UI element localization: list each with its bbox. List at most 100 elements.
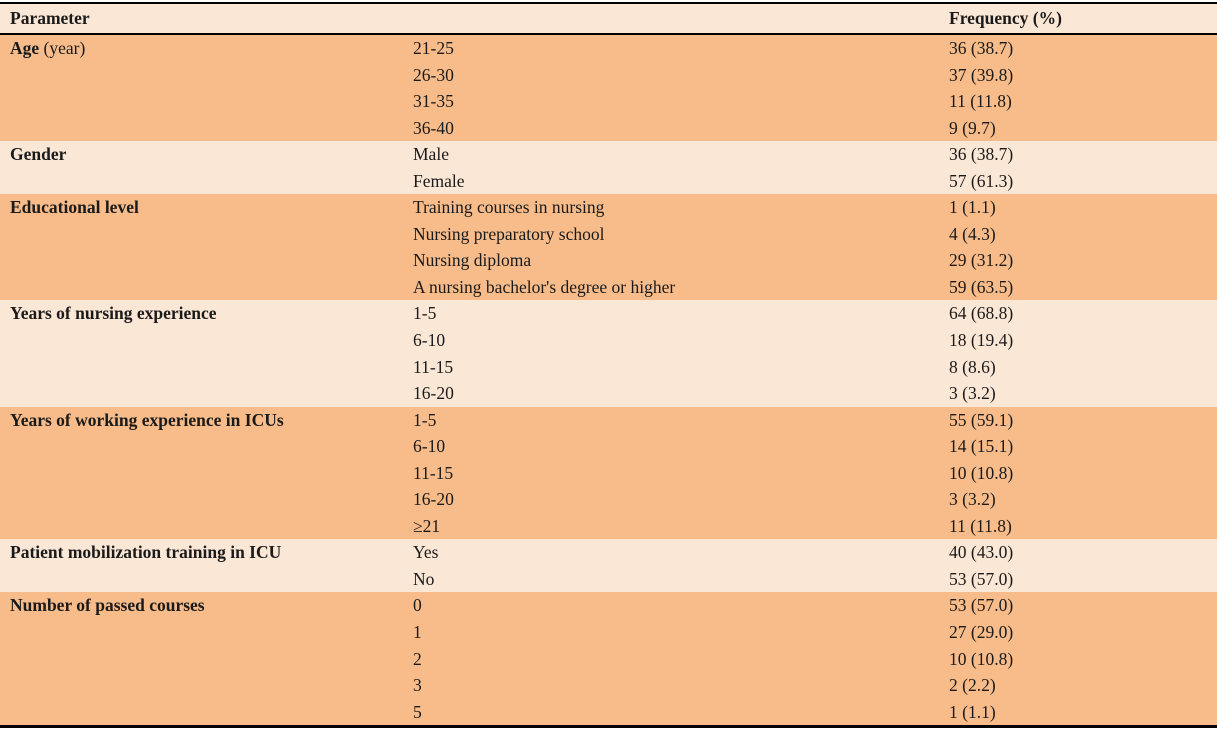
parameter-cell [0,380,403,407]
category-cell: 0 [413,595,422,616]
category-cell: No [413,568,435,589]
table-row: ≥21 11 (11.8) [0,512,1217,540]
parameter-cell [0,115,403,142]
frequency-cell: 27 (29.0) [949,622,1014,643]
frequency-cell: 2 (2.2) [949,675,996,696]
parameter-label: Patient mobilization training in ICU [10,542,282,563]
frequency-cell: 8 (8.6) [949,356,996,377]
table-row: No 53 (57.0) [0,565,1217,593]
table-row: 3 2 (2.2) [0,672,1217,699]
category-cell: Nursing diploma [413,250,532,271]
frequency-cell: 3 (3.2) [949,489,996,510]
frequency-cell: 18 (19.4) [949,330,1014,351]
frequency-cell: 10 (10.8) [949,462,1014,483]
parameter-cell [0,699,403,727]
parameter-cell: Educational level [0,194,403,221]
frequency-cell: 36 (38.7) [949,144,1014,165]
frequency-cell: 55 (59.1) [949,409,1014,430]
table-row: Age (year) 21-25 36 (38.7) [0,34,1217,62]
category-cell: 21-25 [413,38,454,58]
category-cell: Training courses in nursing [413,197,605,218]
header-category [403,3,939,35]
table-row: 2 10 (10.8) [0,645,1217,673]
category-cell: 1-5 [413,303,437,324]
table-row: 36-40 9 (9.7) [0,114,1217,142]
table-row: Nursing preparatory school 4 (4.3) [0,220,1217,248]
category-cell: 11-15 [413,462,454,483]
table-row: Number of passed courses 0 53 (57.0) [0,592,1217,620]
header-frequency: Frequency (%) [939,3,1217,35]
frequency-cell: 14 (15.1) [949,436,1014,457]
category-cell: Nursing preparatory school [413,223,605,244]
parameter-cell [0,486,403,513]
table-body: Age (year) 21-25 36 (38.7) 26-30 37 (39.8) 31… [0,34,1217,727]
frequency-cell: 3 (3.2) [949,383,996,404]
category-cell: 1-5 [413,409,437,430]
parameter-cell [0,168,403,195]
parameter-cell [0,433,403,460]
category-cell: 2 [413,648,422,669]
category-cell: Yes [413,542,439,563]
category-cell: 26-30 [413,64,454,85]
frequency-cell: 1 (1.1) [949,701,996,722]
frequency-cell: 29 (31.2) [949,250,1014,271]
table-row: 5 1 (1.1) [0,698,1217,727]
parameter-cell: Number of passed courses [0,592,403,619]
table-row: Nursing diploma 29 (31.2) [0,247,1217,274]
category-cell: 3 [413,675,422,696]
parameter-cell [0,672,403,699]
frequency-cell: 11 (11.8) [949,91,1012,112]
frequency-cell: 57 (61.3) [949,170,1014,191]
category-cell: Female [413,170,465,191]
frequency-cell: 59 (63.5) [949,276,1014,297]
frequency-cell: 37 (39.8) [949,64,1014,85]
parameter-cell [0,221,403,248]
frequency-cell: 53 (57.0) [949,595,1014,616]
table-row: Educational level Training courses in nur… [0,194,1217,221]
frequency-cell: 1 (1.1) [949,197,996,218]
category-cell: Male [413,144,449,165]
table-row: Patient mobilization training in ICU Yes 4… [0,539,1217,566]
parameter-label: Gender [10,144,67,165]
frequency-cell: 11 (11.8) [949,515,1012,536]
table-row: 16-20 3 (3.2) [0,486,1217,513]
table-row: 31-35 11 (11.8) [0,88,1217,115]
parameter-cell [0,354,403,381]
frequency-cell: 40 (43.0) [949,542,1014,563]
category-cell: 5 [413,701,422,722]
parameter-cell [0,62,403,89]
parameter-cell [0,327,403,354]
table-header: Parameter Frequency (%) [0,3,1217,35]
parameter-cell [0,619,403,646]
frequency-cell: 10 (10.8) [949,648,1014,669]
parameter-label: Years of nursing experience [10,303,217,324]
category-cell: 16-20 [413,489,454,510]
table-row: 11-15 8 (8.6) [0,353,1217,381]
header-parameter: Parameter [0,3,403,35]
parameter-label-suffix: (year) [39,38,86,58]
parameter-cell [0,88,403,115]
category-cell: 6-10 [413,436,446,457]
frequency-cell: 64 (68.8) [949,303,1014,324]
parameter-label: Years of working experience in ICUs [10,409,284,430]
table-row: 16-20 3 (3.2) [0,380,1217,407]
frequency-cell: 36 (38.7) [949,38,1014,58]
parameter-cell [0,274,403,301]
category-cell: A nursing bachelor's degree or higher [413,276,676,297]
category-cell: 36-40 [413,117,454,138]
table-row: Years of nursing experience 1-5 64 (68.8) [0,300,1217,328]
table-row: 11-15 10 (10.8) [0,459,1217,487]
parameter-cell: Years of working experience in ICUs [0,407,403,434]
parameter-cell [0,247,403,274]
frequency-cell: 53 (57.0) [949,568,1014,589]
parameter-label: Age [10,38,40,58]
parameter-cell: Gender [0,141,403,168]
parameter-cell: Age (year) [0,34,403,62]
table-row: A nursing bachelor's degree or higher 59 … [0,273,1217,301]
table-row: 6-10 18 (19.4) [0,327,1217,354]
category-cell: 6-10 [413,330,446,351]
category-cell: 11-15 [413,356,454,377]
table-row: Years of working experience in ICUs 1-5 55… [0,406,1217,434]
category-cell: ≥21 [413,515,441,536]
